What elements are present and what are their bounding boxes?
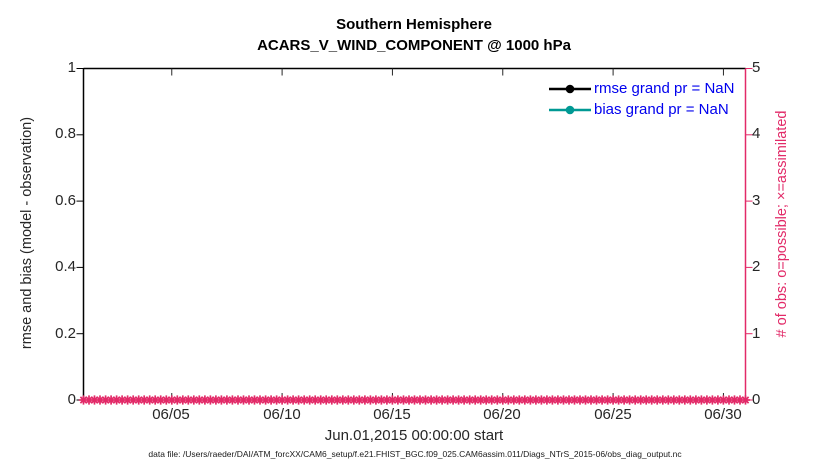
y-right-axis-label: # of obs: o=possible; ×=assimilated	[774, 110, 790, 338]
legend-marker-circle	[565, 84, 575, 94]
y-left-tick-label: 0.6	[55, 192, 76, 209]
y-right-tick-label: 4	[752, 125, 761, 142]
chart-subtitle: ACARS_V_WIND_COMPONENT @ 1000 hPa	[257, 37, 571, 54]
obs-count-marker-band	[78, 395, 751, 405]
y-left-tick-label: 0.2	[55, 325, 76, 342]
chart-title: Southern Hemisphere	[336, 16, 492, 33]
y-left-axis-label: rmse and bias (model - observation)	[19, 116, 35, 350]
data-file-caption: data file: /Users/raeder/DAI/ATM_forcXX/…	[148, 449, 682, 459]
x-tick-label: 06/10	[263, 406, 301, 423]
legend-marker-circle	[565, 105, 575, 115]
y-left-tick-label: 0	[67, 391, 76, 408]
x-tick-label: 06/25	[594, 406, 632, 423]
legend-entry-bias: bias grand pr = NaN	[594, 101, 729, 118]
x-tick-label: 06/30	[704, 406, 742, 423]
y-right-tick-label: 1	[752, 325, 761, 342]
y-left-tick-label: 0.4	[55, 258, 76, 275]
x-tick-label: 06/05	[152, 406, 190, 423]
y-right-tick-label: 5	[752, 59, 761, 76]
y-right-tick-label: 2	[752, 258, 761, 275]
y-right-tick-label: 0	[752, 391, 761, 408]
x-tick-label: 06/20	[483, 406, 521, 423]
x-axis-label: Jun.01,2015 00:00:00 start	[324, 427, 504, 444]
x-tick-label: 06/15	[373, 406, 411, 423]
legend-entry-rmse: rmse grand pr = NaN	[594, 80, 735, 97]
y-left-tick-label: 0.8	[55, 125, 76, 142]
y-right-tick-label: 3	[752, 192, 761, 209]
y-left-tick-label: 1	[67, 59, 76, 76]
